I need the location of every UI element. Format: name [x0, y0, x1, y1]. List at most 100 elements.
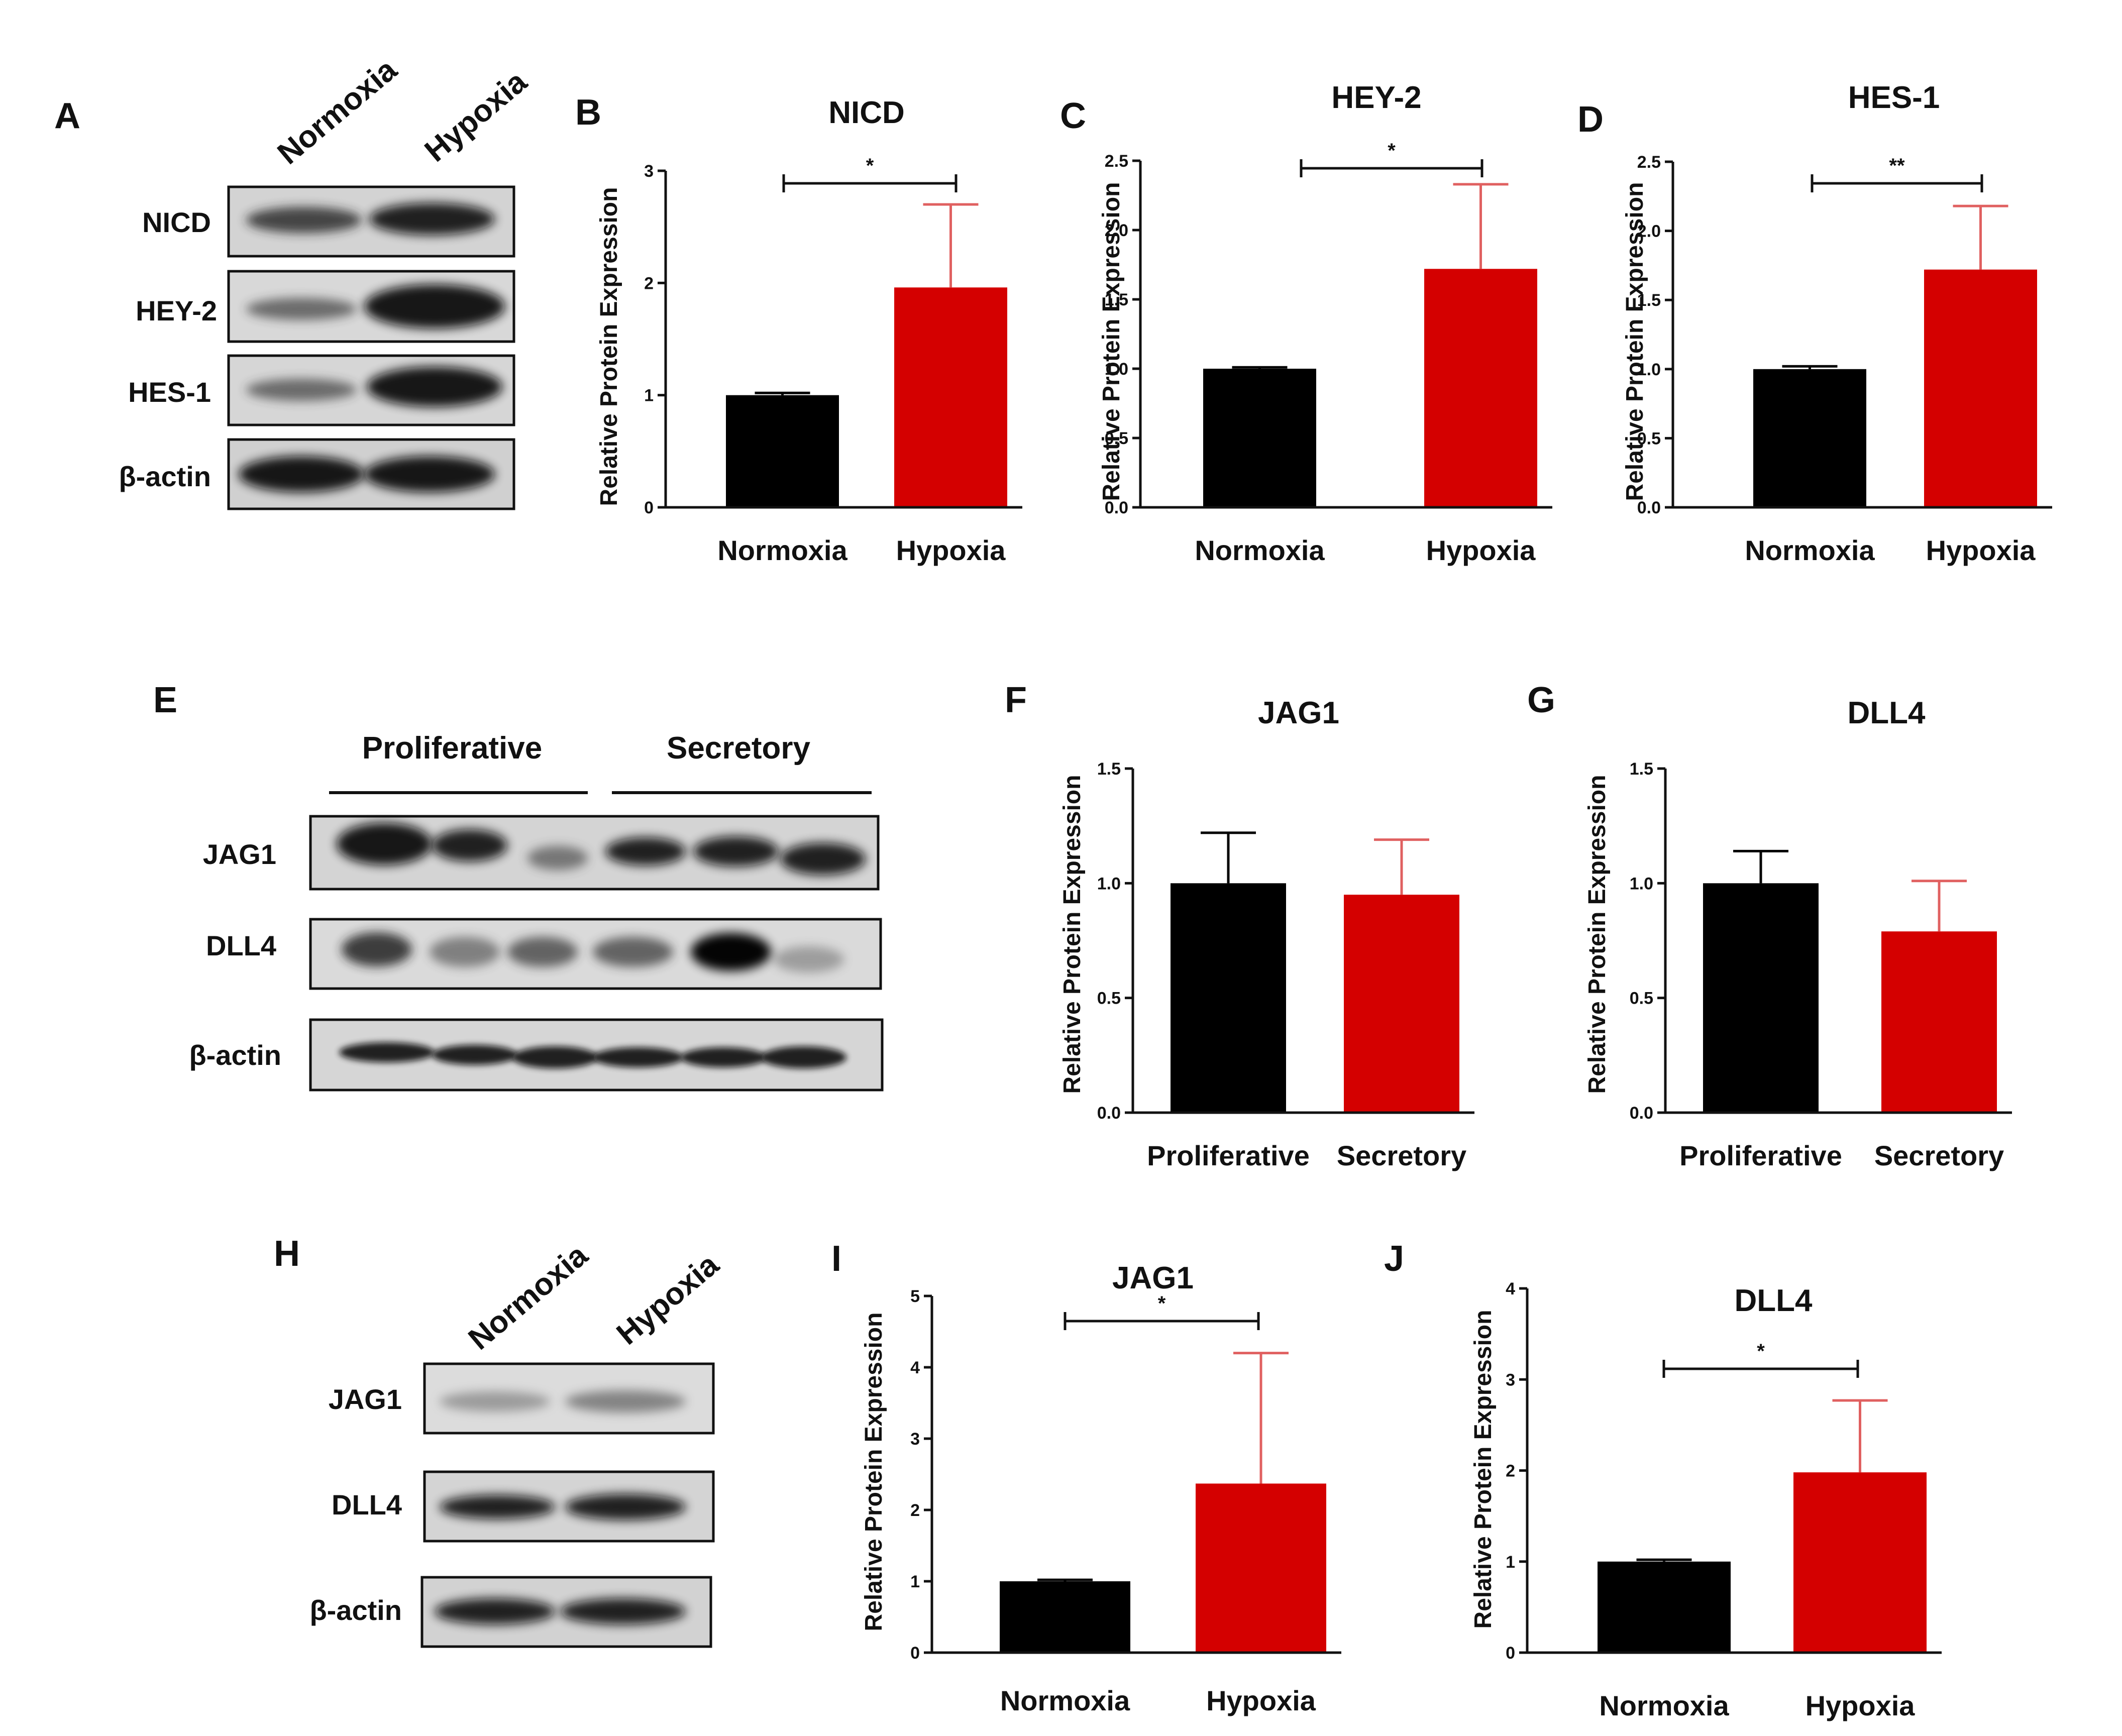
bar-proliferative	[1703, 883, 1819, 1113]
band	[339, 1042, 435, 1062]
x-category-label: Normoxia	[1195, 534, 1325, 566]
y-tick-label: 1.5	[1097, 759, 1121, 779]
y-tick-label: 3	[910, 1430, 920, 1449]
band	[565, 1494, 686, 1520]
band	[693, 836, 779, 866]
chart-title: DLL4	[1735, 1283, 1813, 1318]
panel-label-c: C	[1060, 96, 1086, 136]
band	[512, 1046, 598, 1068]
panel-label-f: F	[1005, 680, 1027, 720]
band	[246, 379, 357, 401]
significance-marker: **	[1889, 155, 1905, 177]
blot-a-col-hypoxia: Hypoxia	[418, 64, 534, 169]
y-axis-label: Relative Protein Expression	[1622, 182, 1648, 501]
x-category-label: Hypoxia	[1206, 1685, 1316, 1716]
y-tick-label: 0.5	[1637, 429, 1661, 448]
blot-a-row-actin: β-actin	[119, 461, 211, 492]
bar-normoxia	[726, 395, 839, 507]
bar-hypoxia	[894, 287, 1007, 507]
y-tick-label: 0	[910, 1644, 920, 1663]
bar-normoxia	[1000, 1581, 1130, 1653]
y-tick-label: 2.5	[1105, 152, 1128, 171]
y-tick-label: 1	[1506, 1553, 1515, 1572]
x-category-label: Proliferative	[1147, 1140, 1310, 1171]
band	[593, 1047, 683, 1067]
x-category-label: Normoxia	[717, 534, 847, 566]
band	[432, 1045, 517, 1065]
band	[246, 298, 357, 320]
y-tick-label: 3	[644, 162, 654, 181]
blot-e-group-proliferative: Proliferative	[362, 731, 542, 766]
band	[440, 1495, 555, 1519]
y-tick-label: 2.5	[1637, 153, 1661, 172]
band	[681, 1047, 766, 1067]
chart-j: J DLL4 Relative Protein Expression 0 1 2 3 4 Nor…	[1384, 1239, 1942, 1721]
panel-label-j: J	[1384, 1239, 1404, 1279]
band	[337, 823, 432, 865]
chart-g: G DLL4 Relative Protein Expression 0.0 0.5 1.…	[1527, 680, 2012, 1171]
bar-charts: B NICD Relative Protein Expression 0 1 2 3 Norm…	[575, 80, 2052, 1721]
y-tick-label: 0.0	[1630, 1104, 1653, 1123]
band	[435, 1598, 555, 1624]
chart-title: DLL4	[1848, 696, 1926, 730]
y-tick-label: 0.0	[1105, 498, 1128, 517]
panel-label-i: I	[831, 1239, 841, 1279]
band	[774, 946, 844, 972]
significance-marker: *	[1757, 1340, 1765, 1362]
band	[342, 932, 412, 966]
blot-e-group-secretory: Secretory	[667, 731, 811, 766]
blot-h-row-dll4: DLL4	[332, 1489, 402, 1521]
blot-a-strip-nicd	[227, 185, 515, 258]
chart-title: JAG1	[1112, 1261, 1194, 1295]
y-tick-label: 1.5	[1630, 759, 1653, 779]
bar-hypoxia	[1196, 1483, 1326, 1653]
band	[605, 837, 686, 865]
y-tick-label: 1	[644, 386, 654, 405]
bar-normoxia	[1753, 369, 1866, 507]
x-category-label: Hypoxia	[896, 534, 1006, 566]
panel-label-d: D	[1577, 99, 1604, 140]
x-category-label: Secretory	[1874, 1140, 2004, 1171]
band	[430, 937, 500, 967]
blot-h-strip-dll4	[423, 1470, 715, 1543]
band	[691, 933, 771, 971]
blot-h-strip-jag1	[423, 1362, 715, 1435]
blot-e-row-jag1: JAG1	[203, 838, 276, 870]
bar-secretory	[1881, 931, 1997, 1113]
bar-hypoxia	[1793, 1472, 1927, 1653]
band	[367, 367, 502, 407]
band	[593, 937, 673, 967]
x-category-label: Secretory	[1337, 1140, 1466, 1171]
bar-secretory	[1344, 895, 1459, 1113]
chart-title: HES-1	[1848, 80, 1940, 115]
blot-e-strip-actin	[309, 1018, 884, 1092]
band	[527, 846, 588, 870]
band	[364, 456, 495, 492]
y-tick-label: 1.0	[1097, 874, 1121, 893]
band	[440, 1391, 550, 1412]
blot-a-row-nicd: NICD	[142, 206, 211, 238]
y-tick-label: 0.5	[1097, 989, 1121, 1008]
y-tick-label: 0.5	[1630, 989, 1653, 1008]
significance-marker: *	[1388, 140, 1396, 162]
panel-label-h: H	[274, 1234, 300, 1274]
significance-marker: *	[866, 155, 874, 177]
x-category-label: Hypoxia	[1926, 534, 2036, 566]
panel-label-a: A	[54, 96, 80, 136]
chart-title: HEY-2	[1331, 80, 1421, 115]
y-tick-label: 1.5	[1105, 290, 1128, 309]
x-category-label: Normoxia	[1000, 1685, 1130, 1716]
blot-h-row-jag1: JAG1	[329, 1383, 402, 1415]
x-category-label: Normoxia	[1745, 534, 1875, 566]
chart-b: B NICD Relative Protein Expression 0 1 2 3 Norm…	[575, 92, 1022, 566]
band	[239, 456, 364, 492]
chart-f: F JAG1 Relative Protein Expression 0.0 0.5 1.…	[1005, 680, 1474, 1171]
blot-e-strip-jag1	[309, 815, 880, 891]
x-category-label: Normoxia	[1599, 1690, 1729, 1721]
y-axis-label: Relative Protein Expression	[1059, 775, 1086, 1094]
panel-label-b: B	[575, 92, 601, 133]
blot-a-row-hey2: HEY-2	[136, 295, 217, 327]
y-tick-label: 2	[644, 274, 654, 293]
